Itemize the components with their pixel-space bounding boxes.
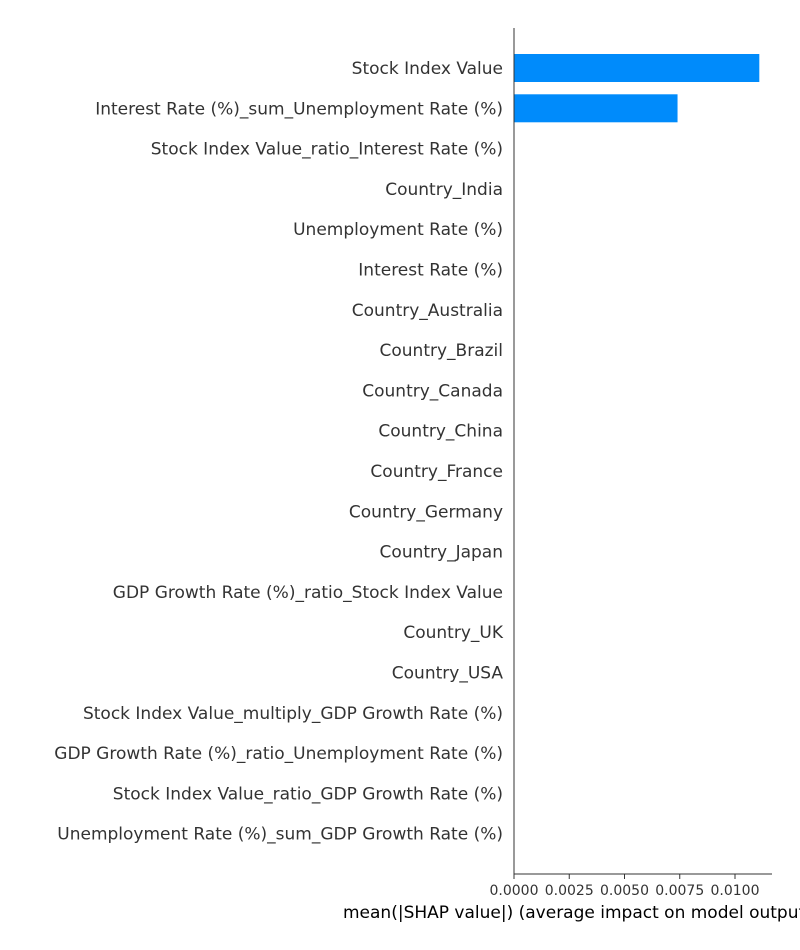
feature-label: Country_Germany (349, 502, 503, 522)
feature-label: Unemployment Rate (%) (293, 220, 503, 240)
feature-label: Country_USA (392, 664, 504, 684)
feature-label: Country_Japan (380, 543, 503, 563)
feature-label: Country_Canada (362, 381, 503, 401)
feature-label: Country_France (370, 462, 503, 482)
feature-label: Stock Index Value_ratio_Interest Rate (%… (151, 140, 503, 160)
feature-label: GDP Growth Rate (%)_ratio_Stock Index Va… (113, 583, 503, 603)
x-ticks: 0.0000 0.0025 0.0050 0.0075 0.0100 (490, 874, 760, 899)
feature-label: Interest Rate (%) (358, 261, 503, 281)
feature-label: Unemployment Rate (%)_sum_GDP Growth Rat… (57, 825, 503, 845)
x-tick-label: 0.0025 (545, 883, 594, 899)
feature-label: Country_India (385, 180, 503, 200)
feature-labels: Stock Index Value Interest Rate (%)_sum_U… (54, 59, 504, 845)
feature-label: Interest Rate (%)_sum_Unemployment Rate … (95, 99, 503, 119)
x-tick-label: 0.0000 (490, 883, 539, 899)
bar (514, 54, 760, 82)
feature-label: Country_Australia (352, 301, 503, 321)
x-tick-label: 0.0075 (655, 883, 704, 899)
bars (514, 54, 760, 123)
x-tick-label: 0.0050 (600, 883, 649, 899)
x-axis-title: mean(|SHAP value|) (average impact on mo… (343, 903, 800, 923)
feature-label: Stock Index Value_ratio_GDP Growth Rate … (113, 784, 503, 804)
bar (514, 94, 678, 123)
x-tick-label: 0.0100 (711, 883, 760, 899)
feature-label: GDP Growth Rate (%)_ratio_Unemployment R… (54, 744, 503, 764)
feature-label: Stock Index Value (352, 59, 503, 79)
feature-label: Country_UK (403, 623, 503, 643)
feature-label: Stock Index Value_multiply_GDP Growth Ra… (83, 704, 503, 724)
feature-label: Country_Brazil (380, 341, 503, 361)
axes (513, 28, 772, 875)
feature-label: Country_China (378, 422, 503, 442)
